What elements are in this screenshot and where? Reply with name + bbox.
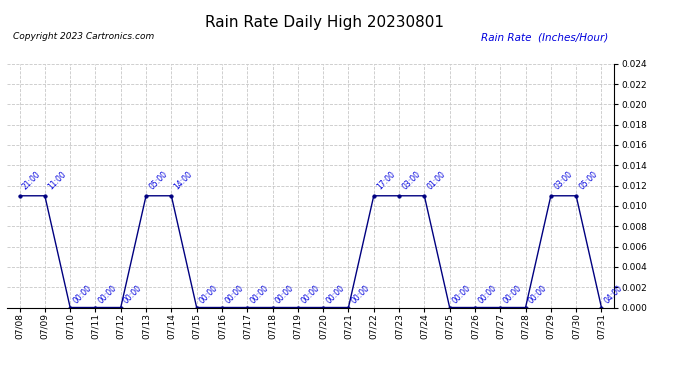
- Text: 00:00: 00:00: [299, 283, 321, 305]
- Text: 17:00: 17:00: [375, 170, 397, 191]
- Text: 21:00: 21:00: [21, 170, 43, 191]
- Text: 01:00: 01:00: [426, 170, 447, 191]
- Text: Rain Rate Daily High 20230801: Rain Rate Daily High 20230801: [205, 15, 444, 30]
- Text: Copyright 2023 Cartronics.com: Copyright 2023 Cartronics.com: [13, 32, 155, 41]
- Text: 00:00: 00:00: [350, 283, 372, 305]
- Text: 04:00: 04:00: [603, 283, 624, 305]
- Text: 03:00: 03:00: [400, 169, 422, 191]
- Text: 00:00: 00:00: [198, 283, 220, 305]
- Text: 00:00: 00:00: [527, 283, 549, 305]
- Text: 03:00: 03:00: [552, 169, 574, 191]
- Text: 00:00: 00:00: [476, 283, 498, 305]
- Text: 05:00: 05:00: [148, 169, 169, 191]
- Text: 00:00: 00:00: [224, 283, 245, 305]
- Text: 00:00: 00:00: [97, 283, 119, 305]
- Text: 14:00: 14:00: [172, 170, 195, 191]
- Text: 00:00: 00:00: [451, 283, 473, 305]
- Text: Rain Rate  (Inches/Hour): Rain Rate (Inches/Hour): [481, 32, 608, 42]
- Text: 00:00: 00:00: [274, 283, 296, 305]
- Text: 05:00: 05:00: [578, 169, 600, 191]
- Text: 11:00: 11:00: [46, 170, 68, 191]
- Text: 00:00: 00:00: [324, 283, 346, 305]
- Text: 00:00: 00:00: [72, 283, 93, 305]
- Text: 00:00: 00:00: [122, 283, 144, 305]
- Text: 00:00: 00:00: [502, 283, 524, 305]
- Text: 00:00: 00:00: [248, 283, 270, 305]
